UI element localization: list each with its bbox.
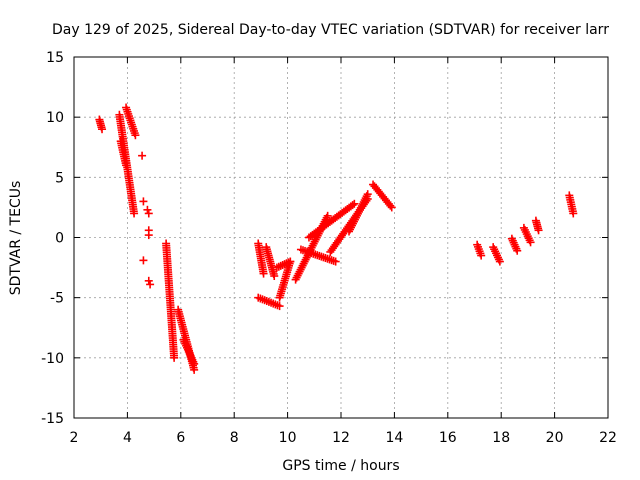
- data-point: [139, 197, 148, 206]
- x-tick-label: 2: [70, 430, 79, 446]
- y-tick-label: 5: [55, 170, 64, 186]
- x-tick-label: 18: [492, 430, 510, 446]
- data-point: [331, 257, 340, 266]
- data-point: [569, 209, 578, 218]
- x-tick-label: 20: [546, 430, 564, 446]
- data-point: [144, 209, 153, 218]
- axis-ticks: 2 4 6 8 10 12 14 16 18 20 22 -15 -10 -5 0 5 10 15: [41, 50, 617, 446]
- data-point: [513, 246, 522, 255]
- x-tick-label: 14: [385, 430, 403, 446]
- y-tick-label: -10: [41, 351, 64, 367]
- y-tick-label: 0: [55, 231, 64, 247]
- data-point: [350, 199, 359, 208]
- data-point: [363, 190, 372, 199]
- data-point: [170, 353, 179, 362]
- data-point: [144, 276, 153, 285]
- x-tick-label: 6: [176, 430, 185, 446]
- data-point: [495, 257, 504, 266]
- data-point: [323, 211, 332, 220]
- y-tick-label: -5: [50, 291, 64, 307]
- data-point: [138, 151, 147, 160]
- data-point: [190, 359, 199, 368]
- data-point: [275, 302, 284, 311]
- y-tick-label: 10: [46, 110, 64, 126]
- y-tick-label: 15: [46, 50, 64, 66]
- x-tick-label: 8: [230, 430, 239, 446]
- data-point: [348, 201, 357, 210]
- data-point: [131, 131, 140, 140]
- x-axis-label: GPS time / hours: [282, 458, 399, 474]
- data-point: [139, 256, 148, 265]
- x-tick-label: 22: [599, 430, 617, 446]
- x-tick-label: 10: [279, 430, 297, 446]
- data-point: [534, 226, 543, 235]
- y-tick-label: -15: [41, 411, 64, 427]
- data-point: [143, 205, 152, 214]
- data-point: [386, 201, 395, 210]
- data-point: [146, 280, 155, 289]
- chart-title: Day 129 of 2025, Sidereal Day-to-day VTE…: [52, 22, 609, 38]
- data-point: [286, 257, 295, 266]
- data-point: [144, 231, 153, 240]
- x-tick-label: 12: [332, 430, 350, 446]
- data-point: [122, 161, 131, 170]
- data-point: [477, 251, 486, 260]
- data-point: [259, 269, 268, 278]
- x-tick-label: 16: [439, 430, 457, 446]
- data-series: [95, 103, 578, 374]
- data-point: [387, 203, 396, 212]
- y-axis-label: SDTVAR / TECUs: [8, 181, 24, 296]
- data-point: [270, 272, 279, 281]
- data-point: [98, 125, 107, 134]
- x-tick-label: 4: [123, 430, 132, 446]
- data-point: [526, 238, 535, 247]
- data-point: [130, 209, 139, 218]
